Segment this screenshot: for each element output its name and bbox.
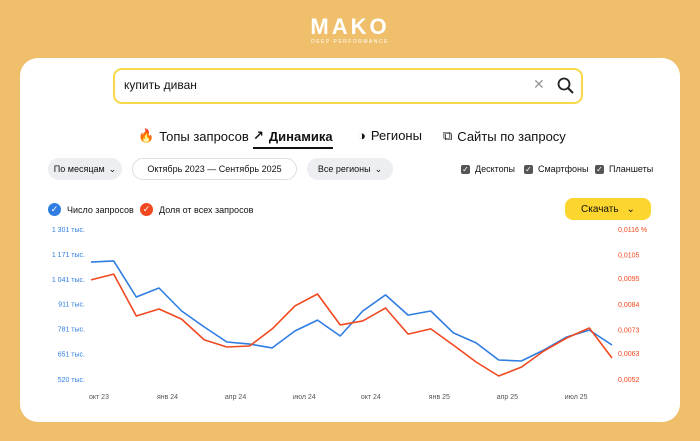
checkbox-label: Десктопы: [475, 164, 516, 174]
x-tick-label: янв 25: [429, 394, 450, 401]
y-tick-label: 1 171 тыс.: [52, 252, 85, 259]
x-tick-label: июл 25: [565, 394, 588, 401]
select-label: Все регионы: [317, 164, 371, 174]
y2-tick-label: 0,0095: [618, 276, 640, 283]
search-box[interactable]: [113, 68, 583, 104]
period-type-select[interactable]: По месяцам ⌄: [48, 158, 122, 180]
tab[interactable]: 🔥 Топы запросов: [138, 128, 249, 144]
y2-tick-label: 0,0084: [618, 302, 640, 309]
x-tick-label: окт 23: [89, 394, 109, 401]
tab-label: Динамика: [268, 128, 333, 144]
logo: MAKO: [310, 14, 390, 39]
y-tick-label: 1 041 тыс.: [52, 277, 85, 284]
select-label: По месяцам: [53, 164, 105, 174]
device-checkbox[interactable]: ✓ Смартфоны: [524, 164, 589, 174]
region-select[interactable]: Все регионы ⌄: [307, 158, 393, 180]
search-query[interactable]: купить диван: [124, 78, 197, 92]
tab-active[interactable]: ↗ Динамика: [253, 128, 333, 149]
x-tick-label: янв 24: [157, 394, 178, 401]
clear-icon[interactable]: ✕: [533, 76, 545, 92]
y2-tick-label: 0,0063: [618, 351, 640, 358]
legend-item[interactable]: ✓ Доля от всех запросов: [140, 203, 253, 216]
card: [20, 58, 680, 422]
y2-tick-label: 0,0052: [618, 377, 640, 384]
legend-label: Число запросов: [67, 204, 134, 215]
x-tick-label: апр 24: [225, 394, 246, 401]
tab[interactable]: ◑ Регионы: [358, 128, 422, 143]
device-checkbox[interactable]: ✓ Планшеты: [595, 164, 654, 174]
download-button[interactable]: Скачать ⌄: [565, 198, 651, 220]
tab-label: Сайты по запросу: [457, 128, 566, 144]
legend-label: Доля от всех запросов: [159, 204, 254, 215]
y-tick-label: 1 301 тыс.: [52, 227, 85, 234]
x-tick-label: окт 24: [361, 394, 381, 401]
x-tick-label: апр 25: [497, 394, 518, 401]
y-tick-label: 781 тыс.: [58, 327, 85, 334]
y-tick-label: 651 тыс.: [58, 352, 85, 359]
search-icon[interactable]: [557, 77, 574, 94]
y2-tick-label: 0,0073: [618, 328, 640, 335]
x-tick-label: июл 24: [293, 394, 316, 401]
y2-tick-label: 0,0105: [618, 253, 640, 260]
y2-tick-label: 0,0116 %: [618, 227, 647, 234]
checkbox-label: Планшеты: [609, 164, 654, 174]
select-label: Октябрь 2023 — Сентябрь 2025: [147, 164, 282, 174]
logo-subtitle: DEEP PERFORMANCE: [311, 39, 389, 45]
series-line: [90, 273, 613, 377]
button-label: Скачать: [581, 203, 619, 215]
tab[interactable]: ⧉ Сайты по запросу: [443, 128, 566, 144]
tab-label: Регионы: [370, 128, 422, 143]
y-tick-label: 911 тыс.: [58, 302, 85, 309]
tab-label: Топы запросов: [159, 128, 249, 144]
device-checkbox[interactable]: ✓ Десктопы: [461, 164, 516, 174]
y-tick-label: 520 тыс.: [58, 377, 85, 384]
series-line: [90, 260, 613, 362]
legend-item[interactable]: ✓ Число запросов: [48, 203, 134, 216]
checkbox-label: Смартфоны: [538, 164, 589, 174]
period-select[interactable]: Октябрь 2023 — Сентябрь 2025: [132, 158, 297, 180]
